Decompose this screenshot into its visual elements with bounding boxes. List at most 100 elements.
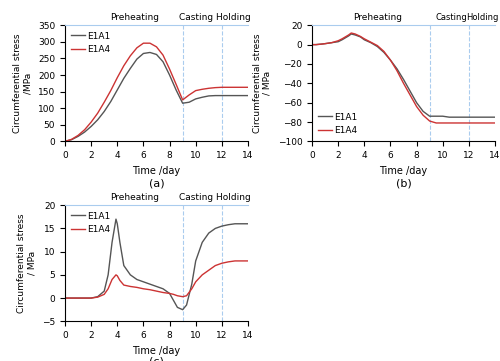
Line: E1A1: E1A1 xyxy=(65,219,248,310)
E1A4 xyxy=(212,264,218,268)
E1A1 xyxy=(486,115,492,119)
E1A4 xyxy=(374,43,380,48)
Text: (b): (b) xyxy=(396,178,411,188)
E1A1 xyxy=(352,33,358,37)
E1A1 xyxy=(328,40,334,45)
E1A1 xyxy=(170,298,176,303)
E1A4 xyxy=(346,33,352,37)
E1A1 xyxy=(206,94,212,98)
E1A1 xyxy=(335,40,341,44)
E1A4 xyxy=(68,137,74,142)
E1A4 xyxy=(94,295,100,299)
E1A4 xyxy=(109,277,115,282)
E1A1 xyxy=(101,109,107,114)
E1A1 xyxy=(180,101,186,105)
E1A1 xyxy=(453,115,459,119)
E1A1 xyxy=(117,240,123,244)
E1A1 xyxy=(174,305,180,309)
E1A1 xyxy=(245,222,251,226)
E1A4 xyxy=(381,49,387,53)
E1A1 xyxy=(189,282,195,286)
E1A1 xyxy=(358,35,364,39)
E1A1 xyxy=(134,277,140,282)
E1A1 xyxy=(114,88,120,92)
E1A4 xyxy=(140,41,146,45)
E1A1 xyxy=(68,138,74,142)
E1A1 xyxy=(192,97,198,101)
E1A4 xyxy=(199,273,205,277)
E1A4 xyxy=(174,293,180,298)
E1A1 xyxy=(232,93,238,98)
E1A1 xyxy=(75,134,81,139)
E1A1 xyxy=(232,222,238,226)
E1A4 xyxy=(219,261,225,265)
E1A1 xyxy=(134,57,140,61)
Y-axis label: Circumferential stress
/MPa: Circumferential stress /MPa xyxy=(13,34,32,133)
E1A1 xyxy=(94,295,100,299)
E1A1 xyxy=(160,60,166,64)
E1A1 xyxy=(348,32,354,36)
E1A4 xyxy=(114,75,120,80)
E1A4 xyxy=(394,69,400,73)
Legend: E1A1, E1A4: E1A1, E1A4 xyxy=(70,30,112,56)
E1A4 xyxy=(309,43,315,47)
E1A1 xyxy=(121,264,127,268)
E1A1 xyxy=(82,296,87,300)
Text: Casting Holding: Casting Holding xyxy=(179,193,251,202)
E1A4 xyxy=(407,93,413,97)
E1A4 xyxy=(180,295,186,299)
E1A4 xyxy=(101,100,107,104)
E1A1 xyxy=(147,50,153,55)
E1A1 xyxy=(108,99,114,104)
E1A1 xyxy=(101,289,107,293)
E1A4 xyxy=(245,85,251,90)
E1A1 xyxy=(414,100,420,105)
E1A4 xyxy=(322,42,328,46)
E1A4 xyxy=(105,287,111,291)
E1A1 xyxy=(219,224,225,228)
E1A1 xyxy=(466,115,472,119)
E1A4 xyxy=(206,86,212,91)
E1A4 xyxy=(82,296,87,300)
E1A1 xyxy=(226,222,232,227)
E1A4 xyxy=(94,111,100,115)
X-axis label: Time /day: Time /day xyxy=(132,345,180,356)
E1A1 xyxy=(94,118,100,122)
E1A1 xyxy=(394,67,400,71)
E1A4 xyxy=(232,259,238,263)
Legend: E1A1, E1A4: E1A1, E1A4 xyxy=(70,210,112,236)
E1A4 xyxy=(75,296,81,300)
E1A4 xyxy=(446,121,452,125)
E1A1 xyxy=(128,66,134,70)
E1A4 xyxy=(352,32,358,36)
E1A1 xyxy=(446,115,452,119)
E1A4 xyxy=(313,43,319,47)
Text: Casting: Casting xyxy=(435,13,467,22)
E1A4 xyxy=(108,88,114,93)
E1A4 xyxy=(219,85,225,90)
E1A4 xyxy=(400,81,406,86)
E1A4 xyxy=(206,268,212,273)
E1A1 xyxy=(173,88,179,92)
E1A1 xyxy=(368,40,374,45)
E1A4 xyxy=(238,259,244,263)
E1A1 xyxy=(128,273,134,277)
E1A4 xyxy=(62,139,68,144)
E1A4 xyxy=(173,82,179,87)
E1A1 xyxy=(114,222,120,226)
E1A4 xyxy=(160,53,166,57)
E1A1 xyxy=(62,139,68,144)
E1A1 xyxy=(374,44,380,49)
E1A1 xyxy=(313,43,319,47)
X-axis label: Time /day: Time /day xyxy=(132,166,180,176)
E1A1 xyxy=(420,109,426,113)
E1A4 xyxy=(335,39,341,43)
E1A1 xyxy=(113,217,119,221)
E1A4 xyxy=(192,280,198,284)
E1A1 xyxy=(68,296,74,300)
E1A1 xyxy=(219,93,225,98)
E1A4 xyxy=(362,37,368,41)
E1A4 xyxy=(166,291,172,296)
E1A4 xyxy=(212,86,218,90)
E1A1 xyxy=(62,296,68,300)
